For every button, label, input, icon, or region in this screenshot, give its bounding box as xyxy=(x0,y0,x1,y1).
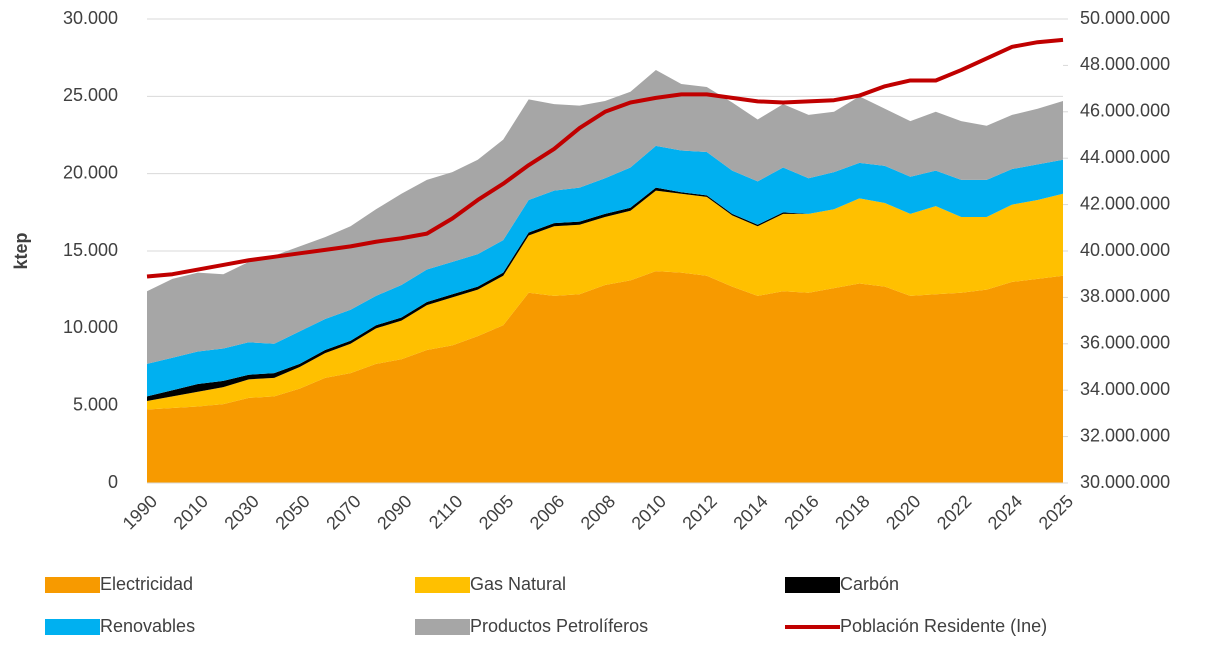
y2-tick-label: 48.000.000 xyxy=(1080,54,1170,74)
x-tick-label: 2070 xyxy=(322,491,364,533)
x-tick-label: 2008 xyxy=(577,491,619,533)
x-tick-label: 2006 xyxy=(526,491,568,533)
y-tick-label: 15.000 xyxy=(63,240,118,260)
x-tick-label: 2050 xyxy=(271,491,313,533)
x-tick-label: 2110 xyxy=(425,491,467,533)
y2-tick-label: 32.000.000 xyxy=(1080,425,1170,445)
y-axis-title: ktep xyxy=(11,232,31,269)
legend-swatch xyxy=(415,577,470,593)
y2-tick-label: 50.000.000 xyxy=(1080,8,1170,28)
y-tick-label: 25.000 xyxy=(63,85,118,105)
legend-label: Electricidad xyxy=(100,574,193,594)
legend-swatch xyxy=(785,577,840,593)
x-tick-label: 2012 xyxy=(679,491,721,533)
y2-tick-label: 46.000.000 xyxy=(1080,101,1170,121)
y2-tick-label: 36.000.000 xyxy=(1080,333,1170,353)
y-tick-label: 10.000 xyxy=(63,317,118,337)
y-tick-label: 30.000 xyxy=(63,8,118,28)
y2-tick-label: 34.000.000 xyxy=(1080,379,1170,399)
legend-label: Gas Natural xyxy=(470,574,566,594)
x-tick-label: 2030 xyxy=(221,491,263,533)
x-tick-label: 2016 xyxy=(780,491,822,533)
legend-swatch xyxy=(45,577,100,593)
legend-label: Población Residente (Ine) xyxy=(840,616,1047,636)
x-tick-label: 2090 xyxy=(373,491,415,533)
y2-tick-label: 38.000.000 xyxy=(1080,286,1170,306)
area xyxy=(147,271,1063,483)
legend-swatch xyxy=(415,619,470,635)
y2-tick-label: 40.000.000 xyxy=(1080,240,1170,260)
y-tick-label: 20.000 xyxy=(63,162,118,182)
legend-label: Productos Petrolíferos xyxy=(470,616,648,636)
x-tick-label: 2010 xyxy=(628,491,670,533)
population-line xyxy=(146,37,1064,279)
y-tick-label: 5.000 xyxy=(73,394,118,414)
x-tick-label: 2020 xyxy=(882,491,924,533)
area xyxy=(147,145,1063,397)
x-tick-label: 2025 xyxy=(1035,491,1077,533)
x-tick-label: 1990 xyxy=(119,491,161,533)
y2-tick-label: 30.000.000 xyxy=(1080,472,1170,492)
x-tick-label: 2014 xyxy=(729,491,771,533)
x-tick-label: 2022 xyxy=(933,491,975,533)
x-tick-label: 2005 xyxy=(475,491,517,533)
area xyxy=(147,187,1063,402)
x-tick-label: 2010 xyxy=(170,491,212,533)
x-tick-label: 2018 xyxy=(831,491,873,533)
area xyxy=(147,190,1063,410)
y-tick-label: 0 xyxy=(108,472,118,492)
y2-tick-label: 42.000.000 xyxy=(1080,193,1170,213)
y2-tick-label: 44.000.000 xyxy=(1080,147,1170,167)
legend-label: Renovables xyxy=(100,616,195,636)
legend-label: Carbón xyxy=(840,574,899,594)
legend-swatch xyxy=(45,619,100,635)
area xyxy=(147,70,1063,364)
x-tick-label: 2024 xyxy=(984,491,1026,533)
